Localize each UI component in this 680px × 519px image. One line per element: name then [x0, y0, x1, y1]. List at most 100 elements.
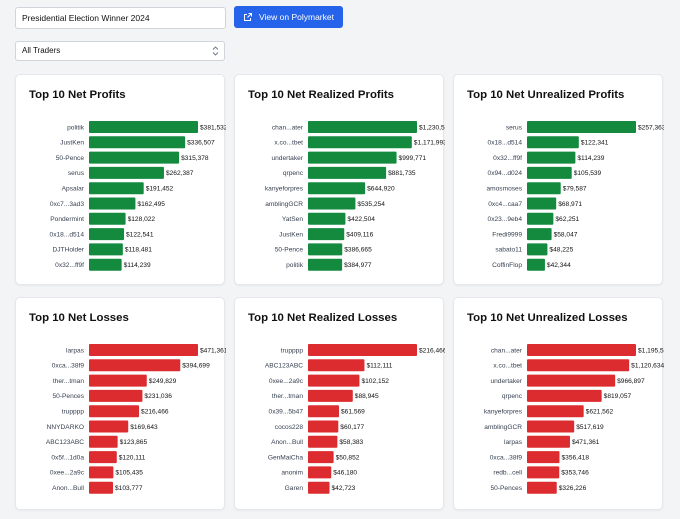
bar-category-label: JustKen [279, 231, 303, 238]
bar[interactable] [308, 344, 417, 356]
card-net-unrealized-losses: Top 10 Net Unrealized Losses chan...ater… [453, 297, 664, 510]
view-on-polymarket-label: View on Polymarket [259, 12, 334, 22]
trader-filter-select[interactable]: All Traders [15, 41, 225, 61]
bar-value-label: $62,251 [555, 216, 579, 223]
bar[interactable] [527, 166, 572, 179]
bar-value-label: $42,723 [332, 485, 356, 492]
bar-value-label: $386,665 [344, 247, 372, 254]
bar[interactable] [527, 466, 560, 479]
bar[interactable] [89, 359, 181, 372]
bar-category-label: YatSen [282, 216, 303, 223]
bar[interactable] [89, 121, 198, 133]
bar[interactable] [527, 420, 575, 433]
bar[interactable] [527, 151, 576, 164]
bar[interactable] [308, 466, 332, 479]
bar-category-label: chan...ater [272, 124, 304, 131]
bar[interactable] [308, 243, 343, 256]
bar[interactable] [89, 405, 140, 418]
bar-category-label: 0xca...38f9 [52, 363, 85, 370]
bar-category-label: serus [506, 124, 523, 131]
bar[interactable] [89, 466, 114, 479]
card-net-realized-profits: Top 10 Net Realized Profits chan...ater $… [234, 74, 445, 285]
bar[interactable] [308, 420, 339, 433]
bar[interactable] [308, 166, 387, 179]
bar-value-label: $114,239 [577, 155, 604, 162]
bar[interactable] [89, 389, 143, 402]
bar[interactable] [308, 136, 412, 149]
bar[interactable] [89, 481, 113, 494]
bar-value-label: $535,254 [357, 201, 385, 208]
bar-value-label: $621,562 [586, 409, 614, 416]
bar[interactable] [527, 451, 560, 464]
bar[interactable] [89, 435, 118, 448]
bar[interactable] [308, 359, 365, 372]
bar[interactable] [308, 197, 356, 210]
bar[interactable] [89, 228, 125, 241]
bar[interactable] [527, 182, 561, 195]
bar[interactable] [89, 212, 126, 225]
market-search-input[interactable] [15, 7, 226, 29]
bar[interactable] [89, 197, 136, 210]
bar-category-label: 0x18...d514 [488, 140, 523, 147]
bar-value-label: $326,226 [559, 485, 587, 492]
bar[interactable] [527, 359, 630, 372]
bar-value-label: $162,495 [137, 201, 165, 208]
bar[interactable] [527, 344, 636, 356]
bar[interactable] [527, 481, 557, 494]
bar[interactable] [527, 228, 552, 241]
chart-title: Top 10 Net Realized Losses [248, 312, 398, 324]
bar[interactable] [308, 182, 366, 195]
bar-category-label: 0xc7...3ad3 [50, 201, 84, 208]
bar[interactable] [527, 212, 554, 225]
bar[interactable] [89, 374, 147, 387]
bar-category-label: 50-Pence [56, 155, 85, 162]
bar[interactable] [89, 182, 144, 195]
bar-value-label: $409,116 [346, 231, 373, 238]
bar[interactable] [308, 451, 334, 464]
chart-title: Top 10 Net Unrealized Losses [467, 312, 628, 324]
bar-value-label: $42,344 [547, 262, 571, 269]
bar[interactable] [89, 166, 164, 179]
bar[interactable] [89, 258, 122, 271]
bar[interactable] [527, 405, 584, 418]
bar[interactable] [308, 258, 343, 271]
bar[interactable] [89, 243, 123, 256]
bar[interactable] [89, 136, 186, 149]
bar-value-label: $999,771 [399, 155, 427, 162]
bar-value-label: $394,699 [182, 363, 210, 370]
bar[interactable] [527, 258, 545, 271]
bar[interactable] [527, 389, 602, 402]
bar[interactable] [527, 374, 616, 387]
bar[interactable] [308, 228, 345, 241]
bar-value-label: $471,361 [572, 439, 600, 446]
bar[interactable] [308, 405, 340, 418]
bar-value-label: $105,539 [574, 170, 602, 177]
bar[interactable] [527, 136, 579, 149]
bar[interactable] [308, 481, 330, 494]
bar-value-label: $122,341 [581, 140, 609, 147]
bar[interactable] [89, 420, 129, 433]
bar[interactable] [527, 197, 557, 210]
bar-value-label: $122,541 [126, 231, 154, 238]
bar[interactable] [89, 151, 180, 164]
bar[interactable] [308, 389, 353, 402]
bar[interactable] [89, 451, 117, 464]
bar-value-label: $191,452 [146, 186, 174, 193]
bar[interactable] [308, 121, 417, 133]
bar[interactable] [89, 344, 198, 356]
bar-category-label: politik [286, 262, 304, 269]
bar-value-label: $881,735 [388, 170, 416, 177]
view-on-polymarket-button[interactable]: View on Polymarket [234, 6, 343, 28]
bar-value-label: $1,171,993 [414, 140, 445, 147]
bar-value-label: $61,569 [341, 409, 365, 416]
bar-category-label: 0x32...ff9f [493, 155, 522, 162]
bar-category-label: Garen [285, 485, 304, 492]
bar[interactable] [527, 243, 548, 256]
bar[interactable] [308, 435, 338, 448]
bar[interactable] [308, 212, 346, 225]
bar[interactable] [527, 435, 570, 448]
bar-category-label: Apsalar [62, 186, 85, 193]
bar[interactable] [308, 151, 397, 164]
bar[interactable] [527, 121, 636, 133]
bar[interactable] [308, 374, 360, 387]
